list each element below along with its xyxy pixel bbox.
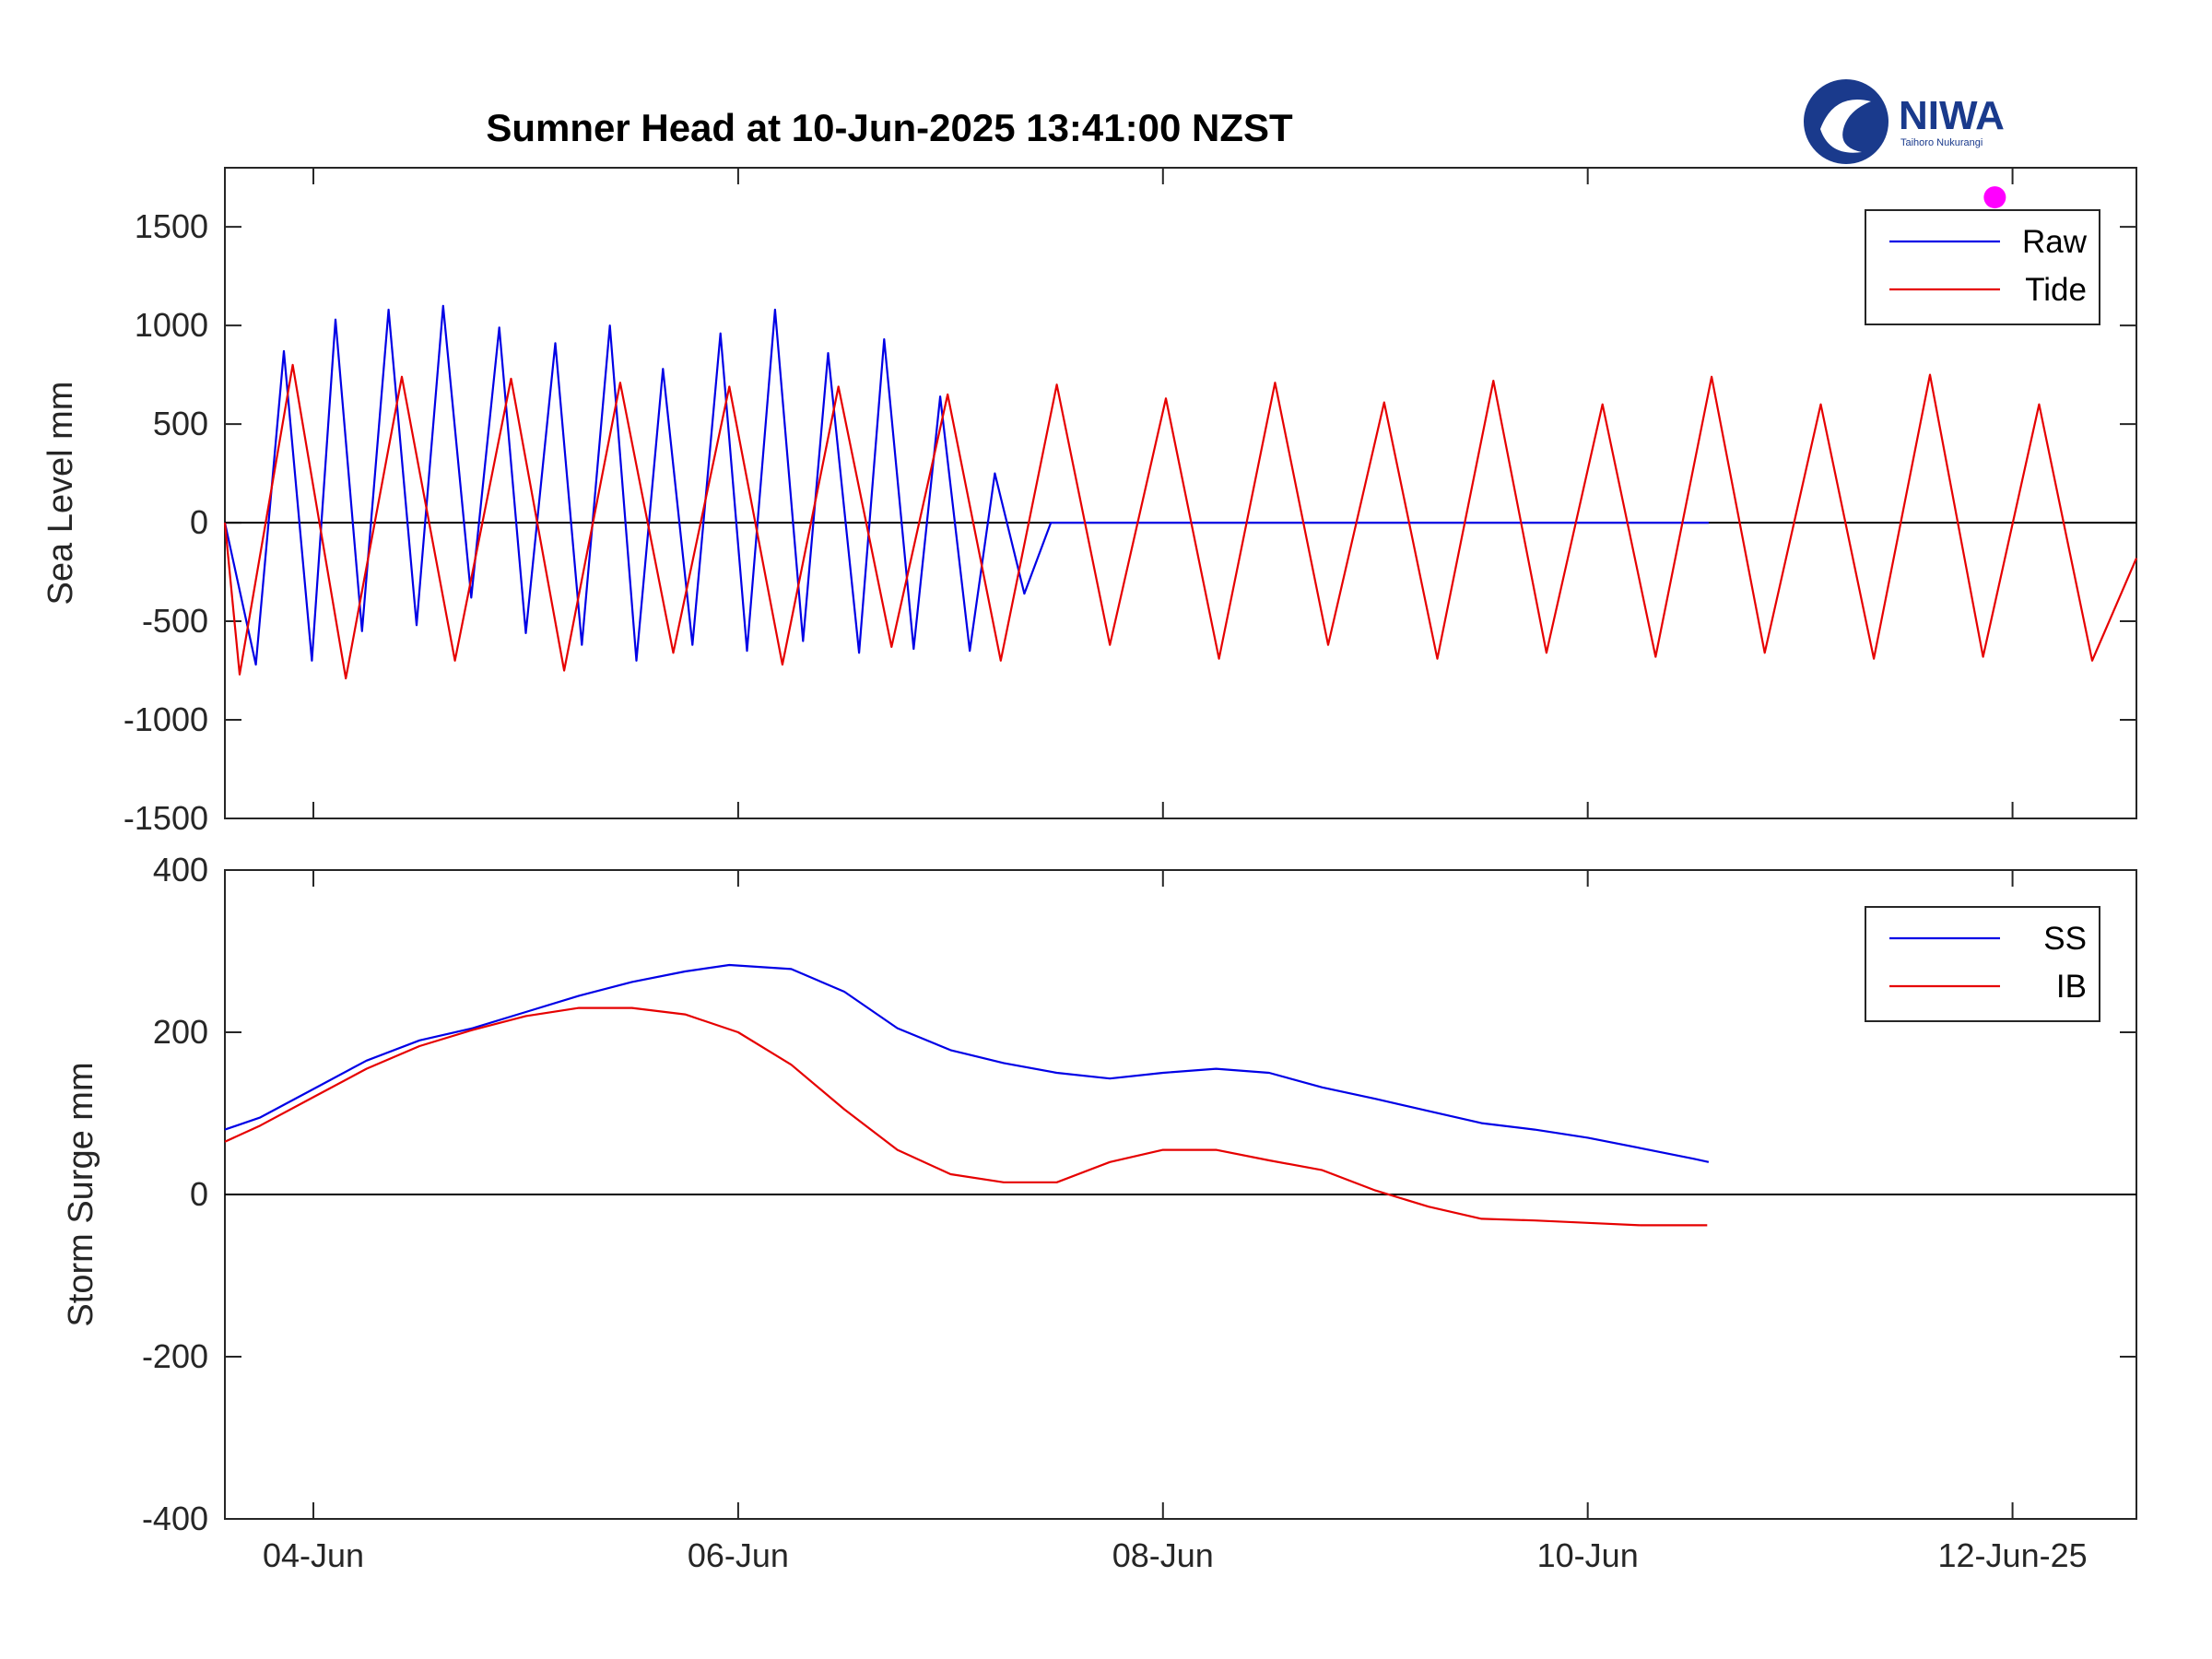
- legend-label: Tide: [2025, 272, 2087, 308]
- y-tick-label: 400: [153, 851, 208, 888]
- niwa-swirl-inner-icon: [1820, 100, 1871, 153]
- sea-level-panel: 1500 1000 500 0 -500 -1000 -1500 Sea Level mm Ra…: [41, 167, 2138, 837]
- x-tick-label: 12-Jun-25: [1938, 1536, 2088, 1574]
- x-tick-label: 06-Jun: [688, 1536, 789, 1574]
- legend: SS IB: [1865, 906, 2100, 1022]
- series-line-ss: [224, 963, 1710, 1163]
- legend-box: [1865, 906, 2100, 1022]
- y-tick-label: -400: [142, 1500, 208, 1537]
- y-tick-label: 1000: [135, 306, 208, 344]
- y-tick-label: -500: [142, 602, 208, 640]
- logo-subtitle: Taihoro Nukurangi: [1900, 137, 1983, 148]
- x-tick-label: 08-Jun: [1112, 1536, 1214, 1574]
- y-tick-label: 1500: [135, 207, 208, 245]
- legend: Raw Tide: [1865, 209, 2100, 325]
- series-line-tide: [223, 363, 2138, 680]
- legend-label: SS: [2043, 921, 2087, 957]
- plot-area: [224, 167, 2137, 819]
- series-line-raw: [223, 304, 1709, 666]
- y-tick-label: 200: [153, 1013, 208, 1051]
- legend-label: IB: [2056, 969, 2087, 1005]
- latest-point-marker: [1983, 186, 2006, 209]
- y-tick-label: 500: [153, 405, 208, 442]
- y-tick-label: -1500: [124, 799, 208, 837]
- y-tick-label: 0: [190, 1175, 208, 1213]
- legend-box: [1865, 209, 2100, 325]
- chart-title: Sumner Head at 10-Jun-2025 13:41:00 NZST: [486, 106, 1293, 149]
- y-tick-label: -200: [142, 1337, 208, 1375]
- x-tick-label: 10-Jun: [1537, 1536, 1639, 1574]
- logo-name: NIWA: [1899, 93, 2005, 138]
- niwa-logo: NIWA Taihoro Nukurangi: [1804, 79, 2005, 164]
- y-tick-label: 0: [190, 503, 208, 541]
- y-tick-label: -1000: [124, 700, 208, 738]
- x-tick-label: 04-Jun: [263, 1536, 364, 1574]
- legend-label: Raw: [2022, 224, 2088, 260]
- series-line-ib: [224, 1006, 1708, 1227]
- y-axis-label: Storm Surge mm: [62, 1062, 100, 1326]
- y-axis-label: Sea Level mm: [41, 382, 80, 606]
- storm-surge-panel: 400 200 0 -200 -400 04-Jun 06-Jun 08-Jun 10-Jun 1…: [62, 851, 2137, 1574]
